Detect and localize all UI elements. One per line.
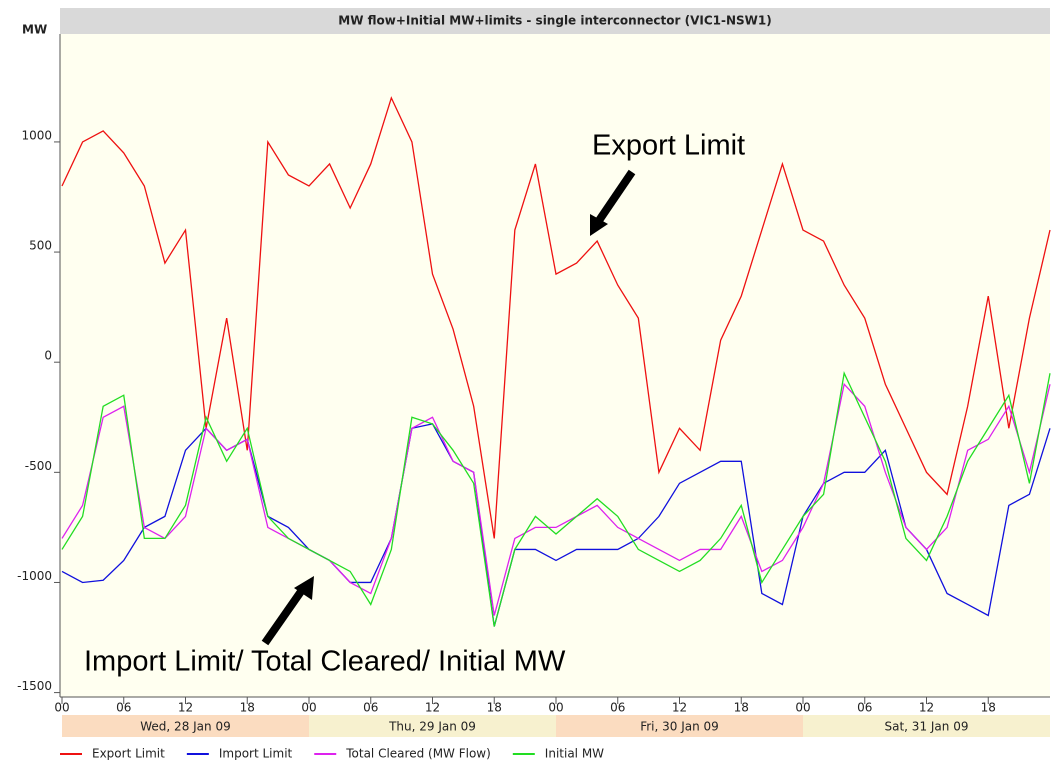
y-tick-label: 0 — [44, 349, 52, 363]
plot-area — [60, 34, 1050, 697]
chart-title: MW flow+Initial MW+limits - single inter… — [338, 14, 771, 28]
series-line — [61, 96, 1051, 539]
x-tick-label: 12 — [178, 701, 193, 715]
x-tick-label: 00 — [301, 701, 316, 715]
x-tick-label: 06 — [363, 701, 378, 715]
x-tick-label: 00 — [795, 701, 810, 715]
x-tick-label: 06 — [610, 701, 625, 715]
day-band — [62, 715, 309, 737]
day-label: Wed, 28 Jan 09 — [140, 720, 230, 734]
x-tick-label: 00 — [548, 701, 563, 715]
x-tick-label: 12 — [919, 701, 934, 715]
x-tick-label: 18 — [734, 701, 749, 715]
y-tick-label: -1000 — [17, 569, 52, 583]
x-tick-label: 12 — [425, 701, 440, 715]
x-tick-label: 18 — [240, 701, 255, 715]
series-line — [61, 371, 1051, 627]
title-bar — [60, 8, 1050, 34]
x-tick-label: 12 — [672, 701, 687, 715]
y-tick-label: 500 — [29, 239, 52, 253]
day-label: Fri, 30 Jan 09 — [640, 720, 719, 734]
series-line — [61, 382, 1051, 616]
x-tick-label: 18 — [981, 701, 996, 715]
legend-label: Initial MW — [545, 747, 604, 761]
annotation-arrow — [261, 587, 306, 646]
annotation: Import Limit/ Total Cleared/ Initial MW — [84, 646, 566, 678]
legend-label: Total Cleared (MW Flow) — [345, 747, 491, 761]
day-label: Thu, 29 Jan 09 — [388, 720, 476, 734]
x-tick-label: 00 — [54, 701, 69, 715]
day-band — [803, 715, 1050, 737]
day-band — [309, 715, 556, 737]
y-tick-label: 1000 — [21, 128, 52, 142]
annotation-arrow — [594, 169, 636, 225]
x-tick-label: 06 — [116, 701, 131, 715]
annotation-arrowhead — [590, 214, 608, 236]
x-tick-label: 18 — [487, 701, 502, 715]
y-tick-label: -500 — [25, 459, 52, 473]
x-tick-label: 06 — [857, 701, 872, 715]
y-axis-label: MW — [22, 23, 47, 37]
day-label: Sat, 31 Jan 09 — [885, 720, 969, 734]
day-band — [556, 715, 803, 737]
y-tick-label: -1500 — [17, 679, 52, 693]
annotation: Export Limit — [592, 130, 745, 162]
annotation-arrowhead — [294, 576, 314, 600]
legend-label: Import Limit — [219, 747, 293, 761]
legend-label: Export Limit — [92, 747, 165, 761]
